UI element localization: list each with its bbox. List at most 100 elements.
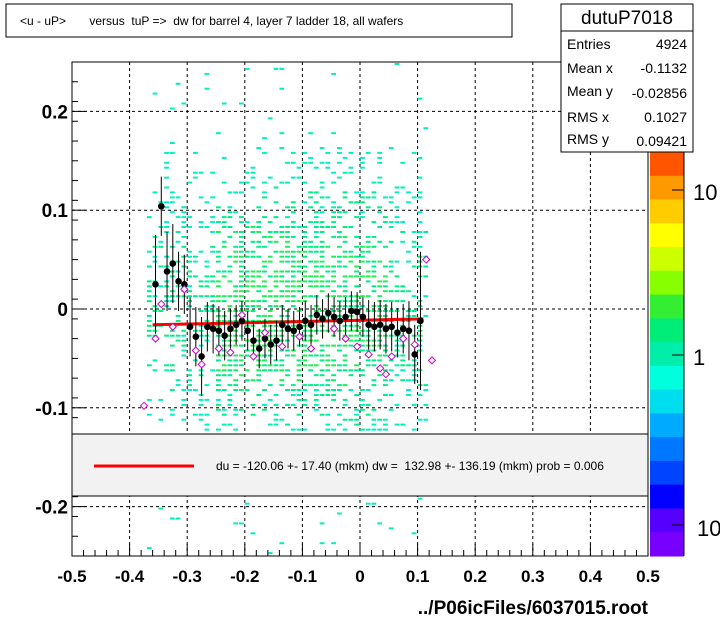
hist-cell	[360, 349, 365, 352]
hist-cell	[302, 428, 308, 431]
hist-cell	[239, 191, 244, 194]
hist-cell	[227, 394, 233, 396]
hist-cell	[308, 364, 313, 367]
hist-cell	[342, 344, 348, 347]
hist-cell	[354, 270, 359, 273]
hist-cell	[216, 369, 221, 372]
hist-cell	[383, 265, 388, 268]
hist-cell	[227, 364, 233, 367]
hist-cell	[354, 300, 359, 303]
hist-cell	[221, 275, 227, 278]
hist-cell	[365, 364, 371, 367]
hist-cell	[348, 329, 354, 332]
hist-cell	[337, 151, 342, 154]
hist-cell	[158, 418, 164, 421]
profile-point	[198, 353, 205, 360]
hist-cell	[417, 497, 423, 500]
hist-cell	[198, 403, 204, 406]
hist-cell	[377, 156, 383, 159]
secondary-point	[410, 340, 419, 349]
hist-cell	[285, 389, 290, 391]
hist-cell	[365, 389, 371, 391]
hist-cell	[279, 384, 285, 387]
hist-cell	[388, 201, 394, 204]
hist-cell	[354, 423, 359, 426]
hist-cell	[193, 171, 198, 174]
hist-cell	[181, 339, 187, 342]
hist-cell	[187, 250, 192, 253]
hist-cell	[216, 132, 221, 135]
hist-cell	[417, 176, 423, 179]
hist-cell	[239, 280, 244, 283]
hist-cell	[216, 280, 221, 283]
hist-cell	[371, 502, 377, 505]
hist-cell	[325, 413, 331, 416]
hist-cell	[331, 72, 336, 75]
hist-cell	[262, 245, 267, 248]
hist-cell	[169, 245, 175, 248]
hist-cell	[210, 221, 215, 224]
hist-cell	[313, 201, 319, 204]
hist-cell	[319, 250, 325, 253]
profile-point	[417, 317, 424, 325]
hist-cell	[377, 151, 383, 154]
hist-cell	[394, 423, 400, 426]
hist-cell	[146, 280, 152, 283]
hist-cell	[250, 176, 256, 179]
hist-cell	[193, 295, 198, 298]
hist-cell	[383, 300, 388, 303]
hist-cell	[394, 216, 400, 219]
hist-cell	[302, 270, 308, 273]
hist-cell	[262, 300, 267, 303]
hist-cell	[204, 384, 210, 387]
hist-cell	[221, 245, 227, 248]
hist-cell	[383, 290, 388, 293]
hist-cell	[417, 394, 423, 396]
profile-point	[399, 325, 407, 333]
hist-cell	[250, 413, 256, 416]
hist-cell	[181, 418, 187, 421]
hist-cell	[233, 369, 239, 372]
hist-cell	[227, 280, 233, 283]
footer-filename: ../P06icFiles/6037015.root	[418, 598, 649, 619]
hist-cell	[371, 379, 377, 382]
hist-cell	[233, 344, 239, 347]
hist-cell	[342, 428, 348, 431]
hist-cell	[273, 295, 279, 298]
hist-cell	[331, 344, 336, 347]
hist-cell	[216, 231, 221, 233]
hist-cell	[267, 275, 273, 278]
hist-cell	[146, 334, 152, 337]
hist-cell	[394, 285, 400, 288]
hist-cell	[285, 285, 290, 288]
hist-cell	[221, 240, 227, 243]
hist-cell	[371, 428, 377, 431]
hist-cell	[285, 161, 290, 164]
hist-cell	[290, 206, 296, 209]
profile-point	[336, 317, 344, 325]
hist-cell	[239, 408, 244, 411]
hist-cell	[285, 231, 290, 233]
hist-cell	[411, 364, 417, 367]
hist-cell	[290, 221, 296, 224]
hist-cell	[296, 428, 302, 431]
hist-cell	[290, 305, 296, 308]
hist-cell	[331, 359, 336, 362]
hist-cell	[308, 260, 313, 263]
hist-cell	[354, 339, 359, 342]
palette-swatch	[650, 294, 684, 319]
stats-label-rms-x: RMS x	[567, 109, 609, 125]
hist-cell	[146, 314, 152, 317]
hist-cell	[158, 245, 164, 248]
hist-cell	[411, 151, 417, 154]
hist-cell	[411, 240, 417, 243]
hist-cell	[423, 275, 429, 278]
hist-cell	[285, 245, 290, 248]
hist-cell	[337, 176, 342, 179]
hist-cell	[285, 226, 290, 228]
hist-cell	[267, 329, 273, 332]
hist-cell	[383, 369, 388, 372]
hist-cell	[377, 176, 383, 179]
hist-cell	[319, 413, 325, 416]
gridlines	[72, 62, 648, 556]
